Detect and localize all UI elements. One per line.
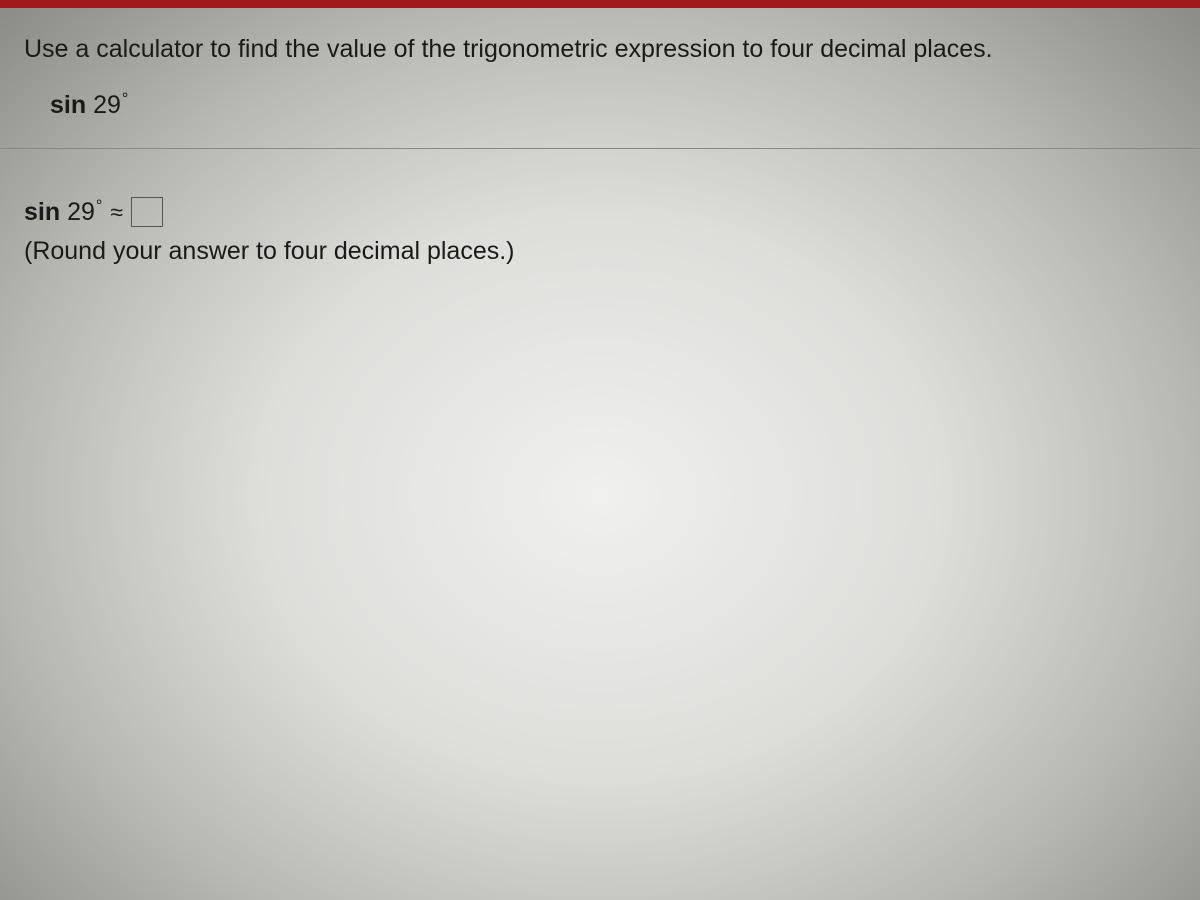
angle-value-wrap: 29° xyxy=(93,91,128,120)
angle-value: 29 xyxy=(93,91,121,119)
approx-symbol: ≈ xyxy=(110,199,123,226)
trig-function: sin xyxy=(24,198,60,226)
degree-symbol: ° xyxy=(96,197,103,215)
trig-function: sin xyxy=(50,91,86,119)
answer-expression-line: sin 29° ≈ xyxy=(24,197,1176,227)
angle-value: 29 xyxy=(67,198,95,226)
instruction-text: Use a calculator to find the value of th… xyxy=(24,32,1176,67)
answer-input[interactable] xyxy=(131,197,163,227)
question-section: Use a calculator to find the value of th… xyxy=(0,0,1200,149)
top-accent-border xyxy=(0,0,1200,8)
rounding-note: (Round your answer to four decimal place… xyxy=(24,237,1176,266)
answer-expression: sin 29° xyxy=(24,198,102,227)
angle-value-wrap: 29° xyxy=(67,198,102,227)
question-expression: sin 29° xyxy=(24,91,1176,120)
degree-symbol: ° xyxy=(122,90,129,108)
answer-section: sin 29° ≈ (Round your answer to four dec… xyxy=(0,149,1200,290)
